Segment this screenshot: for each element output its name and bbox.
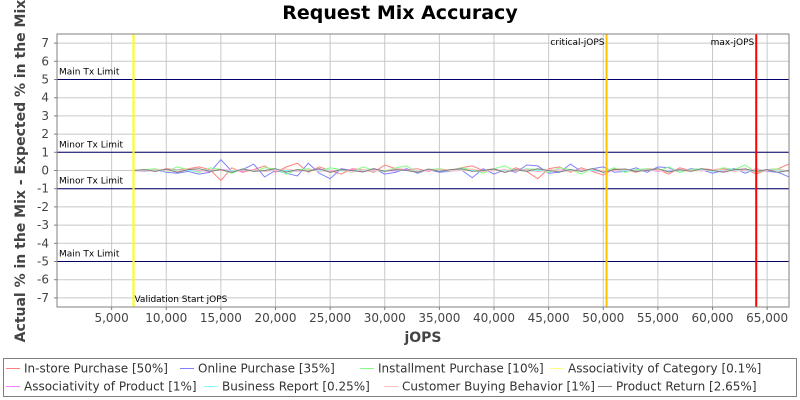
- limit-line-label: Main Tx Limit: [59, 250, 120, 260]
- legend-label: Product Return [2.65%]: [616, 379, 757, 394]
- x-tick-label: 10,000: [145, 311, 187, 325]
- legend-label: Associativity of Product [1%]: [24, 379, 197, 394]
- legend-swatch: [6, 368, 20, 369]
- y-tick-label: 5: [41, 73, 49, 87]
- limit-line-label: Minor Tx Limit: [59, 140, 124, 150]
- x-tick-label: 30,000: [364, 311, 406, 325]
- legend-swatch: [204, 386, 218, 387]
- x-tick-label: 15,000: [200, 311, 242, 325]
- x-tick-label: 45,000: [528, 311, 570, 325]
- legend-label: In-store Purchase [50%]: [24, 361, 168, 376]
- legend-swatch: [384, 386, 398, 387]
- y-tick-label: 2: [41, 127, 49, 141]
- y-tick-label: -7: [37, 291, 49, 305]
- limit-line-label: Minor Tx Limit: [59, 177, 124, 187]
- marker-line-label: max-jOPS: [711, 38, 755, 48]
- y-tick-label: 4: [41, 91, 49, 105]
- y-tick-label: -6: [37, 273, 49, 287]
- legend-item: Product Return [2.65%]: [598, 379, 757, 394]
- plot-border: [56, 33, 790, 308]
- y-tick-label: -2: [37, 200, 49, 214]
- x-tick-label: 65,000: [746, 311, 788, 325]
- y-axis-label: Actual % in the Mix - Expected % in the …: [13, 0, 29, 343]
- legend-item: Associativity of Product [1%]: [6, 379, 197, 394]
- legend-swatch: [360, 368, 374, 369]
- x-tick-label: 20,000: [255, 311, 297, 325]
- legend-item: Online Purchase [35%]: [180, 361, 335, 376]
- axes: 5,000 10,000 15,000 20,000 25,000 30,000 35,00…: [37, 33, 790, 325]
- y-tick-label: -5: [37, 255, 49, 269]
- legend: In-store Purchase [50%] Online Purchase […: [3, 358, 797, 397]
- chart-title: Request Mix Accuracy: [282, 2, 518, 24]
- y-tick-label: 3: [41, 109, 49, 123]
- y-tick-label: 1: [41, 145, 49, 159]
- legend-label: Customer Buying Behavior [1%]: [402, 379, 595, 394]
- x-tick-label: 35,000: [418, 311, 460, 325]
- x-tick-label: 55,000: [637, 311, 679, 325]
- y-tick-label: -4: [37, 236, 49, 250]
- marker-line-label: Validation Start jOPS: [134, 295, 227, 305]
- y-tick-label: -3: [37, 218, 49, 232]
- y-tick-label: 7: [41, 36, 49, 50]
- legend-swatch: [550, 368, 564, 369]
- legend-label: Business Report [0.25%]: [222, 379, 370, 394]
- y-tick-label: -1: [37, 182, 49, 196]
- legend-label: Online Purchase [35%]: [198, 361, 335, 376]
- x-tick-label: 25,000: [309, 311, 351, 325]
- y-tick-label: 6: [41, 54, 49, 68]
- x-tick-label: 50,000: [582, 311, 624, 325]
- legend-item: Business Report [0.25%]: [204, 379, 370, 394]
- legend-swatch: [598, 386, 612, 387]
- legend-swatch: [6, 386, 20, 387]
- series-lines: [133, 158, 790, 182]
- legend-label: Installment Purchase [10%]: [378, 361, 544, 376]
- legend-label: Associativity of Category [0.1%]: [568, 361, 762, 376]
- limit-line-label: Main Tx Limit: [59, 68, 120, 78]
- y-tick-label: 0: [41, 164, 49, 178]
- legend-item: Installment Purchase [10%]: [360, 361, 544, 376]
- marker-lines: Validation Start jOPS critical-jOPS max-jO…: [132, 34, 758, 307]
- x-tick-label: 60,000: [692, 311, 734, 325]
- legend-item: In-store Purchase [50%]: [6, 361, 168, 376]
- legend-swatch: [180, 368, 194, 369]
- marker-line-label: critical-jOPS: [550, 38, 604, 48]
- x-axis-label: jOPS: [404, 330, 442, 346]
- x-tick-label: 40,000: [473, 311, 515, 325]
- x-tick-label: 5,000: [94, 311, 128, 325]
- reference-lines: Main Tx Limit Minor Tx Limit Minor Tx Limi…: [57, 68, 789, 262]
- series-line: [133, 168, 790, 173]
- legend-item: Associativity of Category [0.1%]: [550, 361, 761, 376]
- legend-item: Customer Buying Behavior [1%]: [384, 379, 595, 394]
